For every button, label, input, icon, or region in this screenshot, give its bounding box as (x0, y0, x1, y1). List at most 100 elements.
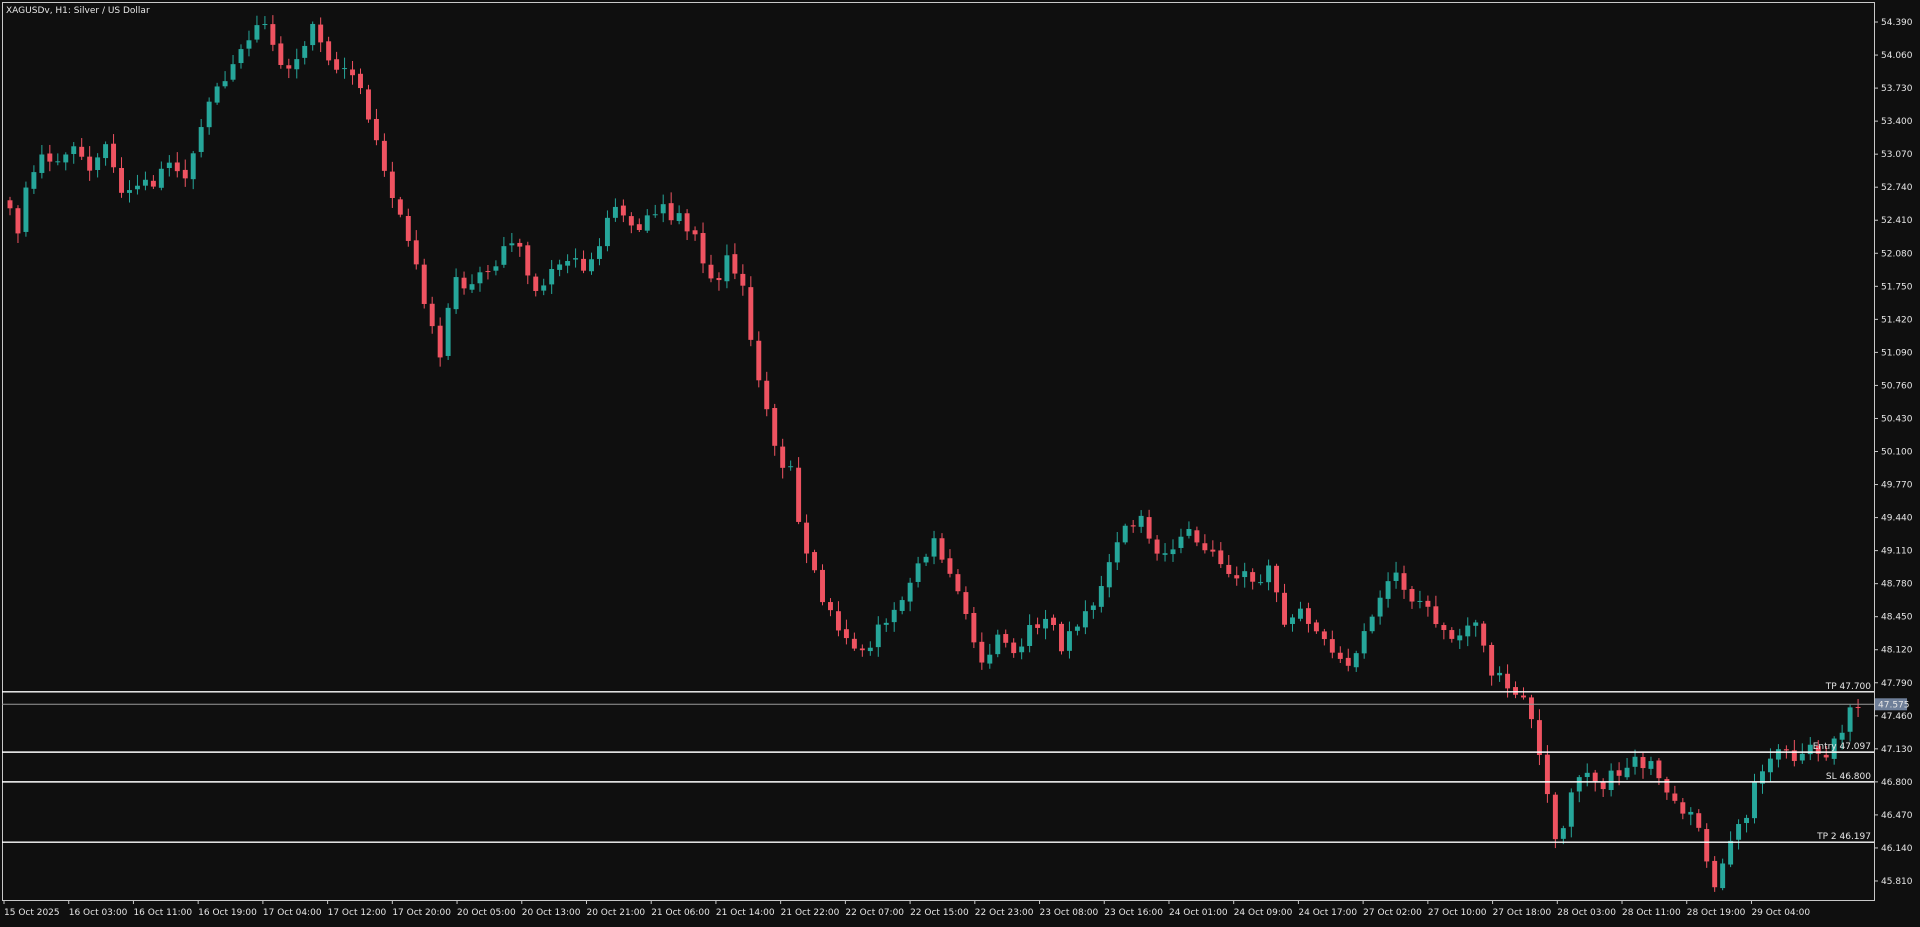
candle-body (995, 634, 1001, 655)
candle-body (1234, 575, 1240, 579)
candle-body (397, 199, 403, 215)
candle-body (668, 203, 674, 221)
candle-body (1417, 600, 1423, 602)
candle-body (1584, 772, 1590, 778)
candle-body (1791, 750, 1797, 761)
time-tick-label: 29 Oct 04:00 (1751, 908, 1810, 918)
candle-body (708, 264, 714, 279)
candle-body (134, 185, 140, 190)
candle-body (469, 284, 475, 290)
candle-body (1425, 600, 1431, 607)
time-tick-label: 21 Oct 06:00 (651, 908, 710, 918)
candle-body (310, 23, 316, 46)
candle-body (851, 638, 857, 649)
candle-body (1242, 571, 1248, 578)
candle-body (573, 258, 579, 260)
candle-body (206, 101, 212, 128)
candle-body (1600, 781, 1606, 790)
candle-body (1552, 794, 1558, 840)
time-tick-label: 16 Oct 03:00 (69, 908, 128, 918)
candle-body (1489, 644, 1495, 676)
candle-body (23, 187, 29, 232)
price-tick-label: 46.140 (1881, 844, 1913, 854)
price-tick-label: 48.780 (1881, 580, 1913, 590)
candle-body (1807, 744, 1813, 755)
price-tick-label: 47.460 (1881, 712, 1913, 722)
candle-body (1616, 770, 1622, 776)
candle-body (987, 654, 993, 664)
candle-body (286, 65, 292, 69)
candle-body (1536, 720, 1542, 755)
candle-body (1847, 707, 1853, 732)
candle-body (748, 287, 754, 340)
level-label: TP 2 46.197 (1816, 832, 1871, 842)
candle-body (1027, 625, 1033, 646)
candle-body (254, 25, 260, 40)
candle-body (1377, 597, 1383, 617)
candle-body (1752, 782, 1757, 819)
candle-body (557, 264, 563, 270)
candle-body (1074, 626, 1080, 631)
candle-body (1624, 767, 1630, 778)
price-tick-label: 49.440 (1881, 514, 1913, 524)
candle-body (31, 172, 37, 189)
candle-body (1560, 828, 1566, 839)
price-tick-label: 50.430 (1881, 414, 1913, 424)
candle-body (1043, 618, 1049, 629)
candle-body (660, 204, 666, 214)
candle-body (358, 73, 363, 89)
candle-body (421, 264, 427, 304)
candle-body (405, 215, 411, 241)
candle-body (270, 24, 276, 45)
candle-body (158, 168, 164, 188)
candle-body (939, 538, 945, 560)
candle-body (1250, 572, 1256, 582)
candle-body (111, 143, 117, 168)
candle-body (1393, 572, 1399, 581)
candle-body (150, 180, 156, 187)
candle-body (230, 64, 236, 80)
candle-body (55, 161, 61, 163)
candle-body (581, 258, 587, 271)
candle-body (461, 277, 467, 289)
candle-body (1839, 732, 1845, 740)
candle-body (644, 215, 650, 231)
candle-body (604, 217, 610, 247)
candle-body (7, 200, 13, 209)
time-tick-label: 17 Oct 20:00 (392, 908, 451, 918)
candle-body (453, 277, 459, 310)
chart-symbol-header: XAGUSDv, H1: Silver / US Dollar (6, 6, 150, 16)
candle-body (859, 648, 865, 651)
price-tick-label: 50.100 (1881, 448, 1913, 458)
candle-body (166, 162, 172, 169)
time-tick-label: 20 Oct 13:00 (522, 908, 581, 918)
candle-body (843, 629, 849, 639)
candle-body (1353, 653, 1359, 668)
bid-price-tag (1875, 698, 1907, 711)
price-tick-label: 45.810 (1881, 877, 1913, 887)
plot-frame (2, 2, 1875, 901)
candle-body (190, 153, 196, 180)
candle-body (485, 271, 491, 273)
time-tick-label: 16 Oct 19:00 (198, 908, 257, 918)
candle-body (1369, 616, 1375, 632)
candle-body (620, 205, 626, 216)
candle-body (676, 213, 682, 222)
candle-body (867, 647, 873, 652)
price-tick-label: 49.110 (1881, 547, 1913, 557)
price-tick-label: 49.770 (1881, 481, 1913, 491)
candle-body (95, 157, 101, 171)
candle-body (1082, 611, 1088, 628)
candle-body (1441, 625, 1447, 631)
candle-body (103, 144, 109, 159)
price-tick-label: 52.740 (1881, 183, 1913, 193)
candle-body (389, 171, 395, 199)
candle-body (1497, 672, 1503, 676)
price-tick-label: 51.420 (1881, 315, 1913, 325)
candle-body (1059, 623, 1064, 652)
candle-body (1704, 829, 1710, 862)
candle-body (1106, 562, 1112, 588)
candle-body (1592, 772, 1598, 782)
